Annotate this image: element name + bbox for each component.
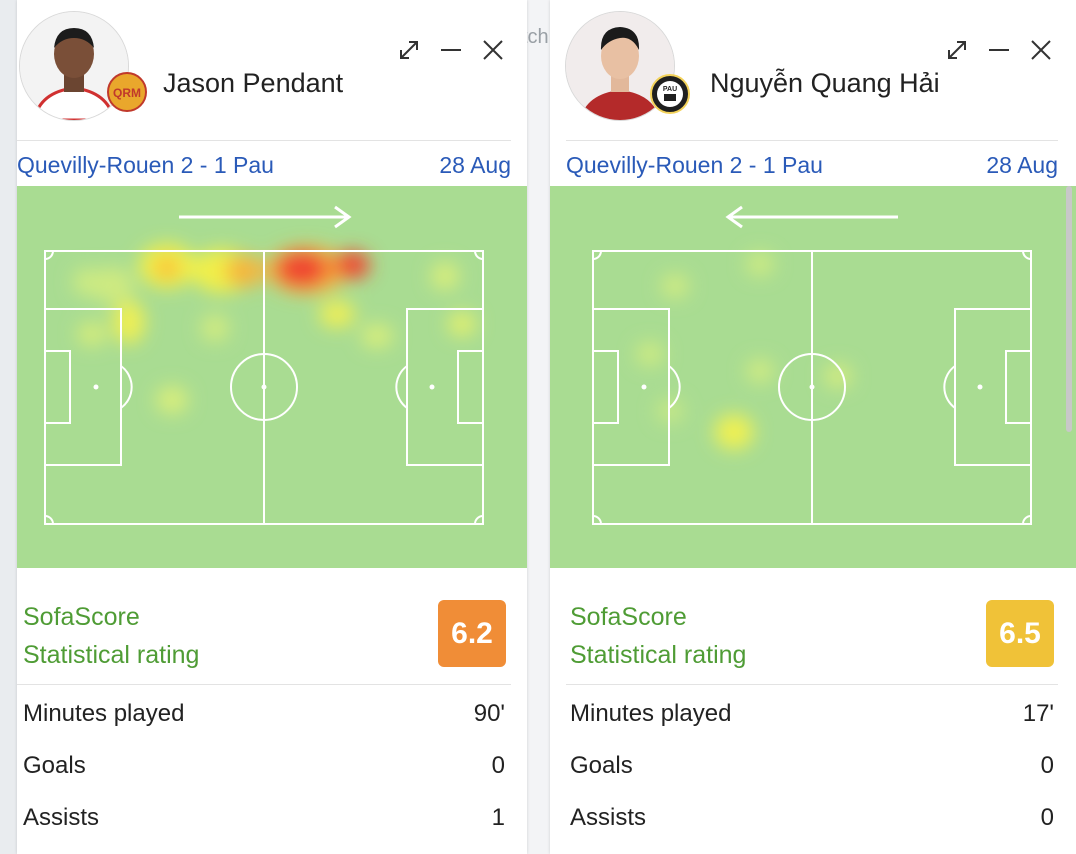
divider: [566, 140, 1058, 141]
card-header: QRM Jason Pendant: [17, 0, 527, 140]
player-card-right: PAU Nguyễn Quang Hải Quevilly-Rouen 2 - …: [550, 0, 1076, 854]
stats-list: Minutes played 90' Goals 0 Assists 1: [23, 688, 505, 844]
divider: [17, 684, 511, 685]
stat-row: Minutes played 17': [570, 688, 1054, 740]
stats-list: Minutes played 17' Goals 0 Assists 0: [570, 688, 1054, 844]
match-date: 28 Aug: [986, 152, 1058, 178]
match-row[interactable]: Quevilly-Rouen 2 - 1 Pau 28 Aug: [17, 152, 511, 179]
stat-value: 0: [1040, 804, 1054, 831]
stat-row: Assists 1: [23, 792, 505, 844]
stat-row: Minutes played 90': [23, 688, 505, 740]
divider: [17, 140, 511, 141]
player-name: Jason Pendant: [163, 68, 344, 98]
stat-label: Assists: [570, 804, 647, 831]
expand-icon[interactable]: [397, 38, 421, 62]
close-icon[interactable]: [1029, 38, 1053, 62]
match-title[interactable]: Quevilly-Rouen 2 - 1 Pau: [17, 152, 274, 178]
stat-value: 0: [491, 752, 505, 779]
direction-arrow: [179, 205, 352, 229]
window-controls: [945, 38, 1053, 62]
expand-icon[interactable]: [945, 38, 969, 62]
match-date: 28 Aug: [439, 152, 511, 178]
stat-label: Goals: [23, 752, 86, 779]
rating-subtitle: Statistical rating: [570, 641, 747, 669]
stat-label: Minutes played: [23, 700, 185, 727]
window-controls: [397, 38, 505, 62]
divider: [566, 684, 1058, 685]
rating-label: SofaScore Statistical rating: [570, 598, 746, 674]
stat-value: 90': [473, 700, 505, 727]
pitch-lines: [592, 250, 1032, 525]
stat-row: Assists 0: [570, 792, 1054, 844]
heatmap-pitch: [550, 186, 1076, 568]
team-badge-qrm: QRM: [107, 72, 147, 112]
direction-arrow: [725, 205, 898, 229]
team-badge-pau: PAU: [650, 74, 690, 114]
background-strip: [526, 0, 550, 854]
rating-badge: 6.2: [438, 600, 506, 667]
rating-subtitle: Statistical rating: [23, 641, 200, 669]
stat-label: Minutes played: [570, 700, 732, 727]
player-card-left: QRM Jason Pendant Quevilly-Rouen 2 - 1 P…: [17, 0, 527, 854]
background-text: tch: [522, 26, 549, 48]
rating-title: SofaScore: [570, 603, 687, 631]
rating-label: SofaScore Statistical rating: [23, 598, 199, 674]
scrollbar[interactable]: [1066, 186, 1072, 432]
rating-badge: 6.5: [986, 600, 1054, 667]
heatmap-pitch: [17, 186, 527, 568]
stat-value: 17': [1022, 700, 1054, 727]
minimize-icon[interactable]: [987, 38, 1011, 62]
match-row[interactable]: Quevilly-Rouen 2 - 1 Pau 28 Aug: [566, 152, 1058, 179]
stat-row: Goals 0: [570, 740, 1054, 792]
team-badge-text: QRM: [113, 86, 141, 100]
player-name: Nguyễn Quang Hải: [710, 68, 940, 98]
heatmap-blobs: [636, 252, 852, 450]
stat-value: 0: [1040, 752, 1054, 779]
stat-label: Goals: [570, 752, 633, 779]
heatmap-blobs: [73, 244, 476, 414]
card-header: PAU Nguyễn Quang Hải: [550, 0, 1076, 140]
team-badge-text: PAU: [663, 86, 677, 93]
match-title[interactable]: Quevilly-Rouen 2 - 1 Pau: [566, 152, 823, 178]
close-icon[interactable]: [481, 38, 505, 62]
stat-value: 1: [491, 804, 505, 831]
stat-row: Goals 0: [23, 740, 505, 792]
stat-label: Assists: [23, 804, 100, 831]
minimize-icon[interactable]: [439, 38, 463, 62]
rating-title: SofaScore: [23, 603, 140, 631]
